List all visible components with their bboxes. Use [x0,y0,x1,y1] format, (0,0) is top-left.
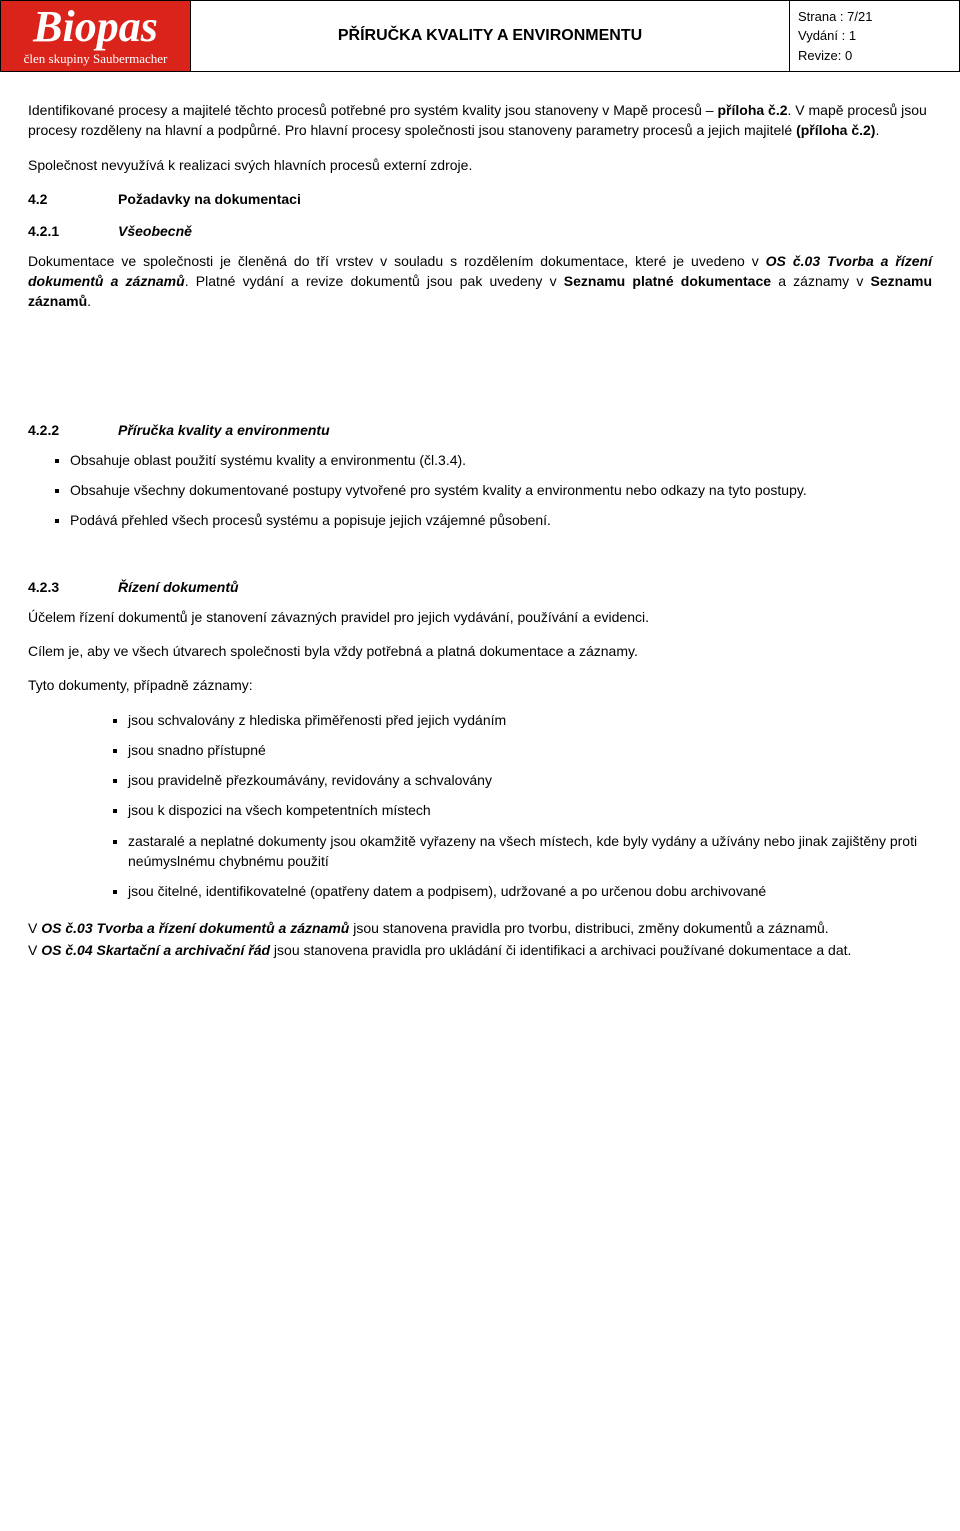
list-item: zastaralé a neplatné dokumenty jsou okam… [128,831,932,872]
section-number: 4.2.1 [28,223,118,239]
meta-revision: Revize: 0 [798,46,951,66]
s421-p1: Dokumentace ve společnosti je členěná do… [28,251,932,312]
list-item: Obsahuje všechny dokumentované postupy v… [70,480,932,500]
logo-main: Biopas [9,5,182,49]
s423-list: jsou schvalovány z hlediska přiměřenosti… [28,710,932,902]
list-item: jsou snadno přístupné [128,740,932,760]
document-title: PŘÍRUČKA KVALITY A ENVIRONMENTU [191,1,790,72]
section-title: Příručka kvality a environmentu [118,422,330,438]
s423-p5: V OS č.04 Skartační a archivační řád jso… [28,940,932,960]
text: . [87,293,91,309]
s423-p4: V OS č.03 Tvorba a řízení dokumentů a zá… [28,918,932,938]
section-number: 4.2.2 [28,422,118,438]
list-item: jsou schvalovány z hlediska přiměřenosti… [128,710,932,730]
intro-p1: Identifikované procesy a majitelé těchto… [28,100,932,141]
s423-p3: Tyto dokumenty, případně záznamy: [28,675,932,695]
list-item: jsou k dispozici na všech kompetentních … [128,800,932,820]
section-number: 4.2 [28,191,118,207]
section-4-2: 4.2 Požadavky na dokumentaci [28,191,932,207]
text-bold: Seznamu platné dokumentace [564,273,771,289]
list-item: Obsahuje oblast použití systému kvality … [70,450,932,470]
text: a záznamy v [771,273,870,289]
logo-cell: Biopas člen skupiny Saubermacher [1,1,191,72]
s423-p2: Cílem je, aby ve všech útvarech společno… [28,641,932,661]
text: V [28,920,41,936]
text: jsou stanovena pravidla pro tvorbu, dist… [349,920,828,936]
text-bold-italic: OS č.03 Tvorba a řízení dokumentů a zázn… [41,920,349,936]
text-bold-italic: OS č.04 Skartační a archivační řád [41,942,270,958]
section-4-2-1: 4.2.1 Všeobecně [28,223,932,239]
section-4-2-3: 4.2.3 Řízení dokumentů [28,579,932,595]
section-title: Řízení dokumentů [118,579,239,595]
text: V [28,942,41,958]
section-number: 4.2.3 [28,579,118,595]
text-bold: příloha č.2 [717,102,787,118]
text: . [875,122,879,138]
intro-p2: Společnost nevyužívá k realizaci svých h… [28,155,932,175]
meta-page: Strana : 7/21 [798,7,951,27]
document-meta: Strana : 7/21 Vydání : 1 Revize: 0 [790,1,960,72]
section-title: Požadavky na dokumentaci [118,191,301,207]
logo-sub: člen skupiny Saubermacher [9,51,182,67]
text: Dokumentace ve společnosti je členěná do… [28,253,766,269]
document-header: Biopas člen skupiny Saubermacher PŘÍRUČK… [0,0,960,72]
document-body: Identifikované procesy a majitelé těchto… [0,100,960,1002]
meta-edition: Vydání : 1 [798,26,951,46]
list-item: jsou pravidelně přezkoumávány, revidován… [128,770,932,790]
text: Identifikované procesy a majitelé těchto… [28,102,717,118]
text-bold: (příloha č.2) [796,122,875,138]
s423-p1: Účelem řízení dokumentů je stanovení záv… [28,607,932,627]
section-title: Všeobecně [118,223,192,239]
text: . Platné vydání a revize dokumentů jsou … [185,273,564,289]
s422-list: Obsahuje oblast použití systému kvality … [28,450,932,531]
list-item: Podává přehled všech procesů systému a p… [70,510,932,530]
section-4-2-2: 4.2.2 Příručka kvality a environmentu [28,422,932,438]
text: jsou stanovena pravidla pro ukládání či … [270,942,851,958]
list-item: jsou čitelné, identifikovatelné (opatřen… [128,881,932,901]
